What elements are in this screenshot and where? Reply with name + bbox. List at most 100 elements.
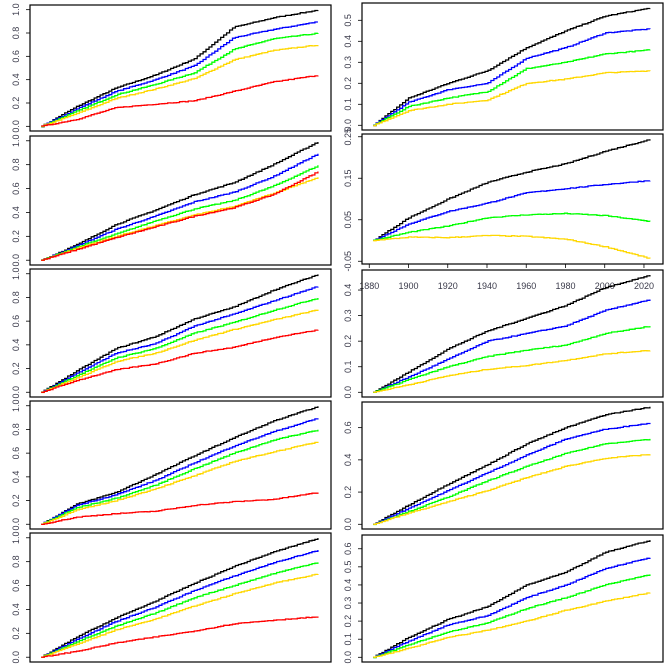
y-tick-label: 0.2 xyxy=(11,494,21,507)
series-line-blue xyxy=(41,418,319,525)
series-line-black xyxy=(41,142,319,261)
panel-frame xyxy=(361,534,664,663)
panel-r5: 0.0 0.1 0.2 0.3 0.4 0.5 0.6 xyxy=(343,534,664,664)
y-tick-label: 0.2 xyxy=(11,362,21,375)
y-tick-label: 0.25 xyxy=(343,128,353,146)
panel-frame xyxy=(29,135,332,266)
x-tick-label: 1940 xyxy=(477,281,497,291)
series-line-red xyxy=(41,171,319,261)
series-line-blue xyxy=(41,21,318,127)
x-tick-label: 2020 xyxy=(634,281,654,291)
y-tick-label: 0.0 xyxy=(11,254,21,267)
series-line-yellow xyxy=(373,592,651,658)
y-tick-label: 0.4 xyxy=(11,471,21,484)
series-line-blue xyxy=(373,28,651,126)
series-line-green xyxy=(41,562,319,658)
y-tick-label: 0.0 xyxy=(343,119,353,132)
y-tick-label: 0.1 xyxy=(343,98,353,111)
y-tick-label: 0.0 xyxy=(343,518,353,531)
panel-l2: 0.0 0.2 0.4 0.6 0.8 1.0 xyxy=(11,135,332,267)
x-tick-label: 1980 xyxy=(555,281,575,291)
y-tick-label: 0.8 xyxy=(11,27,21,40)
panel-l3: 0.0 0.2 0.4 0.6 0.8 1.0 xyxy=(11,267,332,399)
y-tick-label: 0.4 xyxy=(343,454,353,467)
series-line-blue xyxy=(41,550,319,659)
y-tick-label: 0.2 xyxy=(343,615,353,628)
panel-r2: -0.05 0.05 0.15 0.25 1880 1900 1920 1940 1960 198… xyxy=(343,128,664,291)
series-line-green xyxy=(41,429,319,526)
x-tick-label: 1920 xyxy=(438,281,458,291)
y-tick-label: 0.05 xyxy=(343,211,353,229)
y-tick-label: 0.8 xyxy=(11,291,21,304)
panel-frame xyxy=(361,133,664,265)
y-tick-label: 0.6 xyxy=(11,182,21,195)
y-tick-label: 0.6 xyxy=(343,542,353,555)
series-line-green xyxy=(41,32,319,128)
series-line-green xyxy=(373,326,651,394)
y-tick-label: 0.2 xyxy=(11,97,21,110)
series-line-yellow xyxy=(41,441,319,525)
y-tick-label: 0.6 xyxy=(11,50,21,63)
y-tick-label: 0.8 xyxy=(11,555,21,568)
panel-r3: 0.0 0.1 0.2 0.3 0.4 xyxy=(343,269,664,399)
series-line-yellow xyxy=(41,573,319,659)
panel-l5: 0.0 0.2 0.4 0.6 0.8 1.0 xyxy=(11,532,332,663)
panel-frame xyxy=(29,268,332,398)
series-line-blue xyxy=(373,299,651,393)
panel-r4: 0.0 0.2 0.4 0.6 xyxy=(343,401,664,531)
panel-l4: 0.0 0.2 0.4 0.6 0.8 1.0 xyxy=(11,399,332,531)
x-tick-label: 2000 xyxy=(595,281,615,291)
panel-frame xyxy=(29,4,332,132)
y-tick-label: 1.0 xyxy=(11,532,21,545)
y-tick-label: 0.6 xyxy=(11,579,21,592)
series-line-blue xyxy=(373,422,651,525)
x-tick-label: 1900 xyxy=(398,281,418,291)
y-tick-label: 0.4 xyxy=(343,579,353,592)
series-line-black xyxy=(41,9,319,128)
y-tick-label: 0.0 xyxy=(11,120,21,133)
y-tick-label: 0.4 xyxy=(11,603,21,616)
panel-frame xyxy=(361,2,664,131)
panel-frame xyxy=(29,532,332,663)
x-tick-label: 1880 xyxy=(359,281,379,291)
y-tick-label: 0.4 xyxy=(343,284,353,297)
panel-frame xyxy=(29,400,332,530)
series-line-yellow xyxy=(373,350,651,393)
y-tick-label: 0.2 xyxy=(343,335,353,348)
panel-r1: 0.0 0.1 0.2 0.3 0.4 0.5 xyxy=(343,2,664,132)
series-line-green xyxy=(41,165,319,261)
series-line-black xyxy=(373,7,651,127)
series-line-red xyxy=(41,492,319,526)
y-tick-label: 0.0 xyxy=(343,386,353,399)
y-tick-label: 0.8 xyxy=(11,423,21,436)
y-tick-label: 0.4 xyxy=(11,206,21,219)
series-line-green xyxy=(41,298,319,393)
y-tick-label: 0.6 xyxy=(11,447,21,460)
y-tick-label: 0.2 xyxy=(11,230,21,243)
y-tick-label: 0.3 xyxy=(343,597,353,610)
y-tick-label: 0.2 xyxy=(343,77,353,90)
series-line-blue xyxy=(373,557,651,659)
series-line-red xyxy=(41,616,319,658)
y-tick-label: 1.0 xyxy=(11,135,21,148)
y-tick-label: 1.0 xyxy=(11,399,21,412)
y-tick-label: 0.8 xyxy=(11,158,21,171)
series-line-black xyxy=(373,139,651,241)
y-tick-label: 0.4 xyxy=(11,73,21,86)
series-line-black xyxy=(41,538,319,658)
y-tick-label: 0.4 xyxy=(11,339,21,352)
series-line-black xyxy=(373,540,651,658)
series-line-green xyxy=(373,212,651,241)
panel-frame xyxy=(361,401,664,530)
y-tick-label: 0.4 xyxy=(343,35,353,48)
y-tick-label: 0.15 xyxy=(343,169,353,187)
y-tick-label: 0.0 xyxy=(343,651,353,664)
y-tick-label: 1.0 xyxy=(11,267,21,280)
y-tick-label: 0.0 xyxy=(11,518,21,531)
y-tick-label: 0.2 xyxy=(11,627,21,640)
series-line-yellow xyxy=(373,454,651,525)
panel-l1: 0.0 0.2 0.4 0.6 0.8 1.0 xyxy=(11,3,332,133)
series-line-black xyxy=(373,275,651,393)
series-line-red xyxy=(41,75,319,127)
